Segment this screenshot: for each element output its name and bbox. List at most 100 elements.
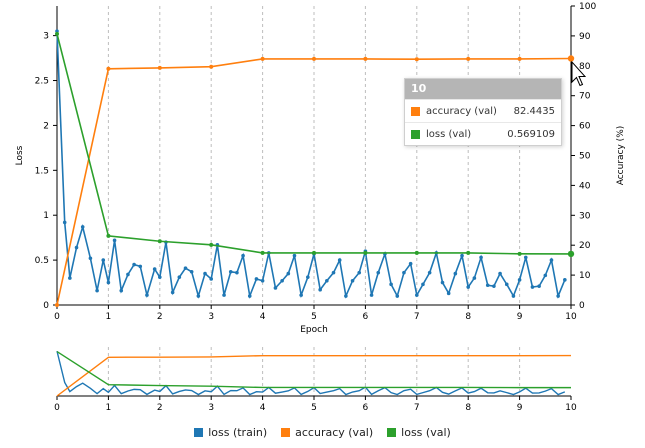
x-tick-label-4: 4 xyxy=(260,312,266,322)
legend-label-loss-train: loss (train) xyxy=(208,426,268,439)
overview-x-tick-label-4: 4 xyxy=(260,403,266,413)
data-point-loss-train-5 xyxy=(88,256,93,261)
data-point-loss-train-55 xyxy=(408,261,413,266)
overview-x-tick-label-1: 1 xyxy=(106,403,112,413)
x-axis-title: Epoch xyxy=(300,325,328,335)
data-point-loss-train-45 xyxy=(344,294,348,298)
legend-item-loss-val[interactable]: loss (val) xyxy=(387,426,451,439)
series-line-loss-train xyxy=(56,31,566,300)
data-point-loss-train-79 xyxy=(563,278,567,282)
data-point-loss-train-16 xyxy=(158,275,162,279)
data-point-loss-train-44 xyxy=(337,258,342,262)
data-point-accuracy-val-1 xyxy=(106,66,111,71)
overview-x-tick-label-9: 9 xyxy=(517,403,523,413)
data-point-loss-train-53 xyxy=(395,294,400,298)
data-point-loss-train-49 xyxy=(369,293,374,297)
data-point-loss-train-4 xyxy=(80,225,85,229)
data-point-loss-train-13 xyxy=(138,264,143,269)
y-right-tick-label-80: 80 xyxy=(579,62,591,72)
data-point-loss-train-73 xyxy=(523,255,528,260)
y-right-tick-label-60: 60 xyxy=(579,122,591,132)
data-point-accuracy-val-4 xyxy=(260,56,265,61)
data-point-loss-train-61 xyxy=(446,291,451,296)
chart-svg: 0 1 2 3 4 5 6 7 8 9 1000.511.522.53010203040506070… xyxy=(15,2,626,413)
data-point-loss-train-72 xyxy=(517,278,522,282)
legend-swatch-loss-train xyxy=(194,428,204,437)
data-point-accuracy-val-7 xyxy=(414,57,419,62)
data-point-loss-train-50 xyxy=(376,270,381,275)
data-point-loss-val-10 xyxy=(567,250,575,258)
x-tick-label-9: 9 xyxy=(517,312,523,322)
data-point-loss-val-7 xyxy=(414,250,419,255)
data-point-loss-train-12 xyxy=(132,262,136,267)
overview-x-tick-label-3: 3 xyxy=(208,403,214,413)
legend: loss (train) accuracy (val) loss (val) xyxy=(0,426,645,439)
data-point-loss-train-37 xyxy=(292,253,297,258)
legend-item-loss-train[interactable]: loss (train) xyxy=(194,426,267,439)
data-point-accuracy-val-2 xyxy=(157,65,162,70)
data-point-loss-train-27 xyxy=(228,269,233,274)
data-point-accuracy-val-0 xyxy=(55,303,59,307)
y-right-tick-label-50: 50 xyxy=(579,152,591,162)
legend-swatch-accuracy-val xyxy=(281,428,291,437)
y-right-tick-label-30: 30 xyxy=(579,211,591,221)
data-point-loss-train-78 xyxy=(556,294,560,298)
data-point-loss-train-52 xyxy=(389,282,393,287)
data-point-loss-train-14 xyxy=(145,293,149,297)
tooltip-swatch-accuracy xyxy=(411,106,420,116)
data-point-loss-train-32 xyxy=(260,278,265,283)
tooltip-row-accuracy: accuracy (val) 82.4435 xyxy=(405,99,561,122)
y-left-tick-label-3: 3 xyxy=(43,32,49,42)
y-left-tick-label-0: 0 xyxy=(43,301,49,311)
data-point-loss-train-0 xyxy=(55,29,59,33)
data-point-loss-train-77 xyxy=(549,258,554,262)
data-point-loss-train-75 xyxy=(537,284,541,288)
data-point-loss-val-9 xyxy=(517,251,522,256)
data-point-loss-val-0 xyxy=(55,31,59,36)
data-point-loss-train-28 xyxy=(235,270,239,275)
data-point-loss-train-69 xyxy=(498,271,502,276)
overview-x-tick-label-2: 2 xyxy=(157,403,163,413)
x-tick-label-10: 10 xyxy=(565,312,577,322)
legend-item-accuracy-val[interactable]: accuracy (val) xyxy=(281,426,373,439)
data-point-loss-train-35 xyxy=(280,278,284,283)
data-point-loss-train-2 xyxy=(68,276,72,280)
data-point-loss-train-8 xyxy=(106,280,111,285)
data-point-loss-val-6 xyxy=(363,250,368,255)
data-point-loss-train-43 xyxy=(331,270,336,275)
data-point-loss-train-34 xyxy=(273,286,278,290)
data-point-loss-train-46 xyxy=(350,278,355,283)
data-point-loss-train-65 xyxy=(472,276,477,280)
data-point-accuracy-val-3 xyxy=(209,64,214,69)
data-point-loss-train-19 xyxy=(177,275,182,279)
overview-plot[interactable]: 0 1 2 3 4 5 6 7 8 9 10 xyxy=(54,347,577,413)
data-point-loss-val-4 xyxy=(260,250,265,255)
tooltip-value-loss-val: 0.569109 xyxy=(507,128,555,140)
data-point-accuracy-val-5 xyxy=(312,56,316,61)
data-point-loss-train-60 xyxy=(440,280,445,285)
overview-x-tick-label-10: 10 xyxy=(565,403,577,413)
data-point-loss-train-66 xyxy=(479,255,483,260)
tooltip-label-loss-val: loss (val) xyxy=(426,128,472,140)
data-point-loss-train-47 xyxy=(357,270,362,275)
legend-label-loss-val: loss (val) xyxy=(401,426,451,439)
data-point-loss-train-67 xyxy=(485,283,490,288)
data-point-loss-train-36 xyxy=(286,271,291,276)
y-left-tick-label-2.5: 2.5 xyxy=(35,77,49,87)
y-right-tick-label-70: 70 xyxy=(579,92,591,102)
x-tick-label-7: 7 xyxy=(414,312,420,322)
overview-x-tick-label-6: 6 xyxy=(363,403,369,413)
y-axis-right-title: Accuracy (%) xyxy=(616,126,626,186)
data-point-loss-val-2 xyxy=(157,239,162,244)
data-point-loss-train-70 xyxy=(504,282,509,287)
y-right-tick-label-0: 0 xyxy=(579,301,585,311)
mouse-cursor-icon xyxy=(571,60,587,87)
data-point-loss-train-11 xyxy=(126,272,130,277)
data-point-accuracy-val-9 xyxy=(517,56,522,61)
data-point-loss-train-58 xyxy=(427,270,432,275)
overview-series-line-loss-val xyxy=(56,350,572,389)
y-left-tick-label-1.5: 1.5 xyxy=(35,166,49,176)
data-point-loss-train-38 xyxy=(299,293,303,297)
data-point-loss-train-62 xyxy=(453,271,458,276)
data-point-loss-train-15 xyxy=(152,267,157,271)
